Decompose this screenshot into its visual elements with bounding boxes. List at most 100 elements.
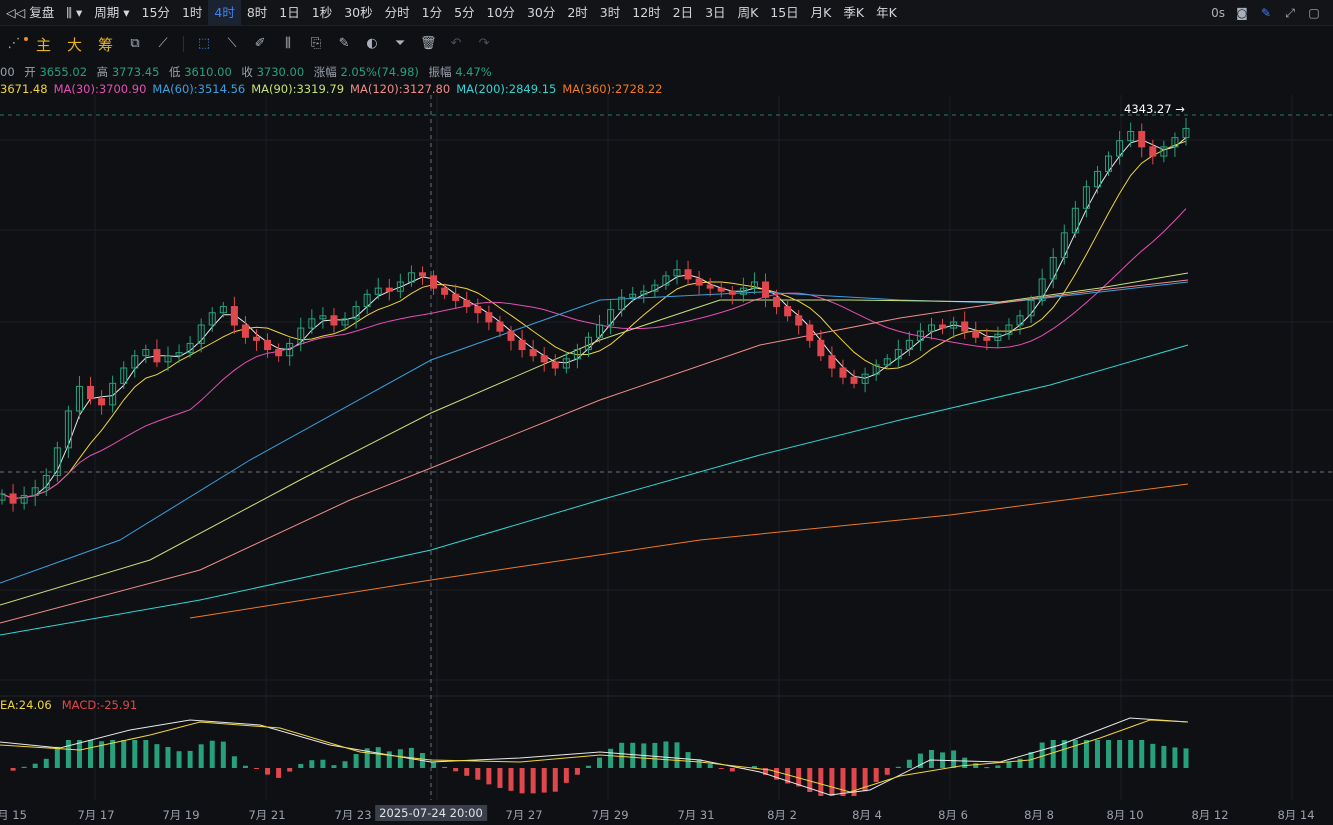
macd-bar [143,740,149,768]
macd-bar [962,757,968,768]
copy-icon[interactable]: ⎘ [310,36,322,51]
macd-bar [906,759,912,768]
timeframe-16[interactable]: 3日 [705,5,726,20]
macd-bar [10,768,16,771]
candle-body [385,287,393,292]
candle-body [1005,324,1013,335]
timeframe-4[interactable]: 1日 [279,5,300,20]
timeframe-7[interactable]: 分时 [384,5,410,20]
candle-body [784,306,792,317]
timeframe-19[interactable]: 月K [810,5,832,20]
timeframe-2[interactable]: 4时 [208,0,241,25]
main-indicator-button[interactable]: 主 [36,35,52,54]
candle-body [1093,170,1101,188]
candle-body [916,330,924,341]
macd-bar [696,759,702,768]
timeframe-3[interactable]: 8时 [246,5,268,20]
timeframe-11[interactable]: 30分 [526,5,556,20]
large-indicator-button[interactable]: 大 [67,35,83,54]
timeframe-8[interactable]: 1分 [421,5,443,20]
candle-body [75,385,83,412]
timeframe-1[interactable]: 1时 [181,5,203,20]
candle-body [230,306,238,326]
line-tool-icon[interactable]: ⟋ [158,36,168,51]
timeframe-5[interactable]: 1秒 [311,5,333,20]
macd-bar [276,768,282,778]
restore-button[interactable]: ◁◁ 复盘 [6,5,55,20]
expand-icon[interactable]: ⤢ [1285,5,1295,20]
timeframe-toolbar: ◁◁ 复盘 ⫼ ▾ 周期 ▾ 15分 1时 4时 8时 1日 1秒 30秒 分时 1分 5分 10分… [0,0,1333,26]
x-tick-label: 7月 19 [162,808,200,822]
candle-body [407,272,415,283]
period-dropdown[interactable]: 周期 ▾ [94,5,130,20]
timeframe-9[interactable]: 5分 [454,5,475,20]
macd-bar [43,758,49,768]
undo-icon[interactable]: ↶ [450,36,462,51]
edit-icon[interactable]: ✎ [338,36,350,51]
draw-icon[interactable]: ✎ [1260,5,1272,20]
macd-bar [254,768,260,769]
timeframe-18[interactable]: 15日 [770,5,799,20]
x-axis: 月 15 7月 17 7月 19 7月 21 7月 23 7月 27 7月 29 7月 31 8… [0,803,1333,825]
macd-bar [65,740,71,768]
ma-legend-item: 3671.48 [0,82,48,96]
macd-bar [751,766,757,768]
macd-bar [796,768,802,787]
macd-bar [597,757,603,768]
macd-bar [1072,740,1078,768]
candles-icon[interactable]: ⫼ [285,36,292,51]
ohlc-amplitude: 振幅 4.47% [428,65,492,79]
candle-body [1127,131,1135,142]
macd-bar [1061,740,1067,768]
candle-body [164,355,172,363]
compare-icon[interactable]: ⧉ [130,36,140,51]
candle-body [872,364,880,375]
candle-body [850,376,858,384]
macd-bar [995,765,1001,768]
refresh-counter[interactable]: 0s [1211,5,1225,20]
candle-body [42,475,50,489]
candle-body [396,281,404,292]
trash-icon[interactable]: 🗑 [420,36,437,51]
timeframe-12[interactable]: 2时 [567,5,588,20]
candle-body [1138,131,1146,148]
ruler-icon[interactable]: ⟍ [227,36,237,51]
candle-body [219,306,227,314]
candle-body [584,336,592,351]
macd-bar [541,768,547,793]
fullscreen-icon[interactable]: ▢ [1308,5,1320,20]
timeframe-13[interactable]: 3时 [599,5,621,20]
timeframe-21[interactable]: 年K [876,5,897,20]
pen-icon[interactable]: ✐ [254,36,266,51]
indicator-icon[interactable]: ⋰ [7,36,21,51]
timeframe-15[interactable]: 2日 [672,5,694,20]
select-tool-icon[interactable]: ⬚ [197,36,211,51]
timeframe-14[interactable]: 12时 [632,5,661,20]
candle-body [562,358,570,369]
candle-body [717,287,725,292]
timeframe-10[interactable]: 10分 [486,5,515,20]
candle-body [795,315,803,326]
macd-bar [242,765,248,768]
timeframe-0[interactable]: 15分 [141,5,170,20]
candle-body [1160,146,1168,157]
candle-body [684,269,692,280]
timeframe-6[interactable]: 30秒 [344,5,373,20]
candle-body [496,321,504,332]
magnet-icon[interactable]: ◐ [366,36,378,51]
timeframe-17[interactable]: 周K [737,5,759,20]
chips-button[interactable]: 筹 [98,35,114,54]
filter-icon[interactable]: ⏷ [394,36,406,51]
macd-bar [1106,740,1112,768]
redo-icon[interactable]: ↷ [478,36,490,51]
macd-bar [342,761,348,768]
camera-icon[interactable]: ◙ [1236,5,1248,20]
macd-bar [951,750,957,768]
timeframe-20[interactable]: 季K [843,5,865,20]
macd-bar [386,751,392,768]
macd-bar [265,768,271,775]
chart-type-button[interactable]: ⫼ ▾ [66,5,83,20]
macd-bar [873,768,879,783]
macd-bar [231,756,237,768]
